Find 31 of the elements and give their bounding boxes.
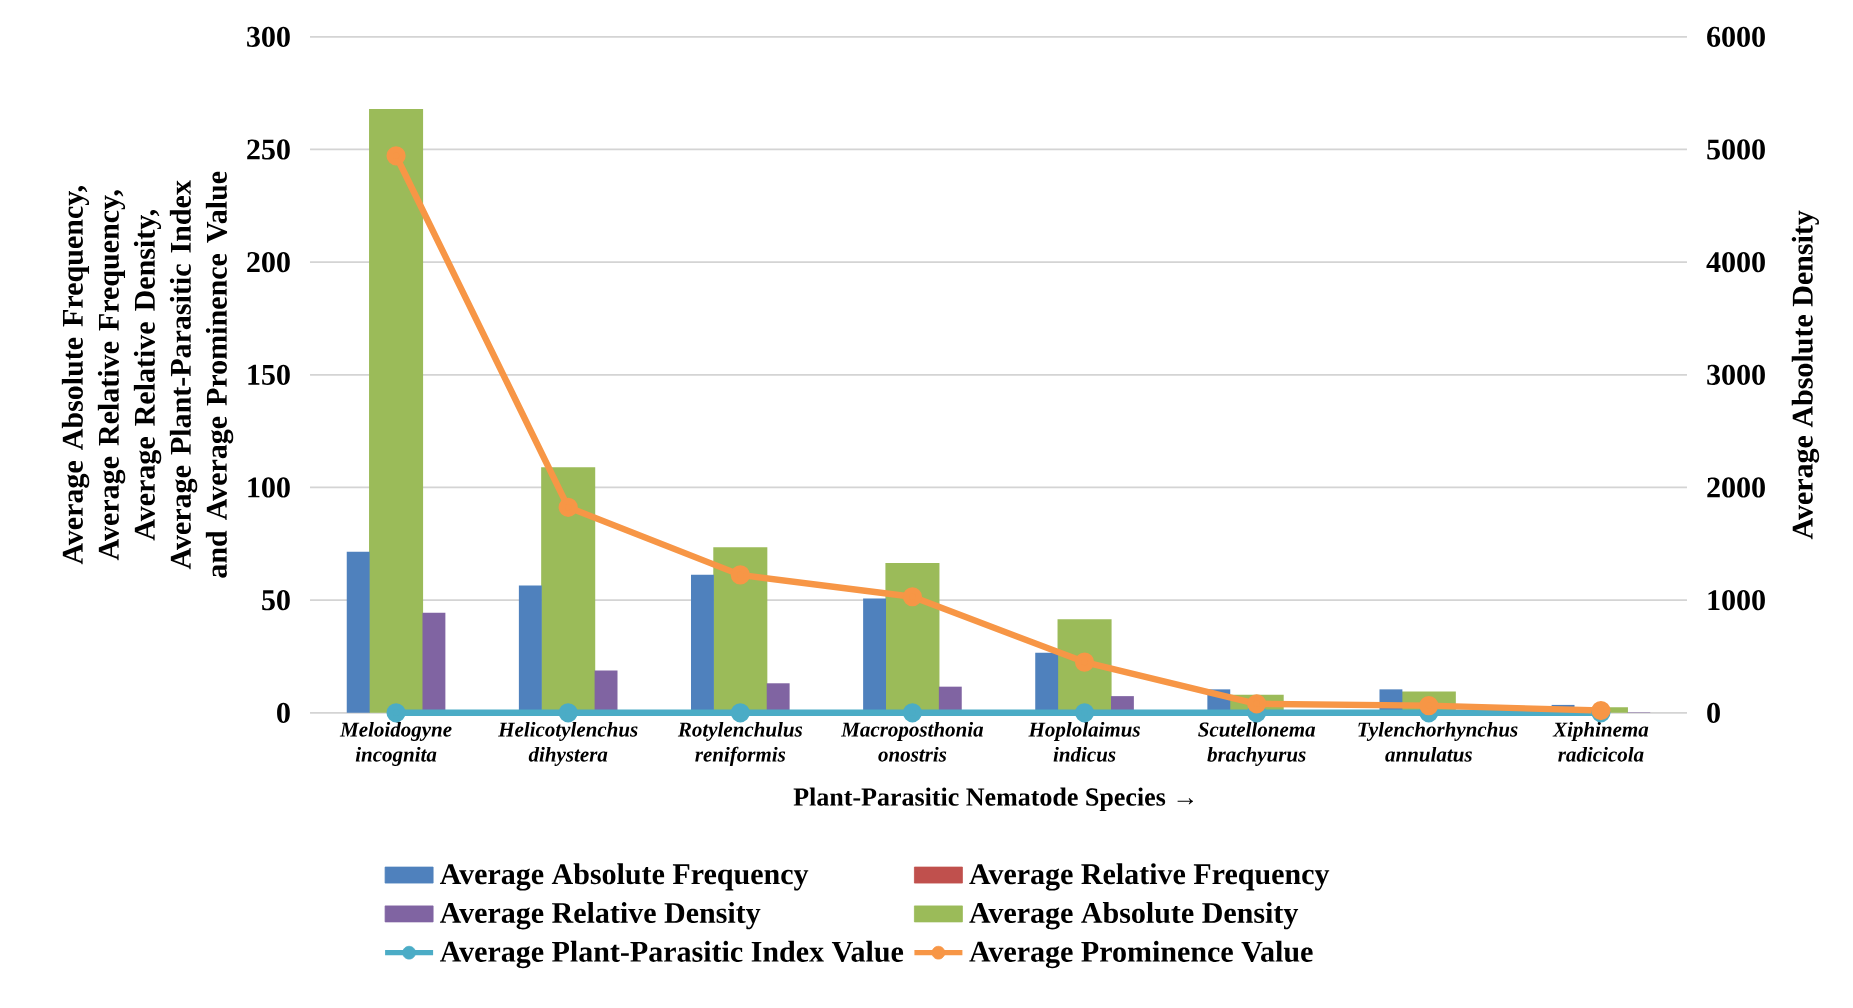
x-axis-title: Plant-Parasitic Nematode Species →: [793, 787, 1194, 812]
legend-label: Average Relative Frequency: [969, 863, 1330, 891]
x-tick-label: Helicotylenchus dihystera: [498, 721, 638, 766]
x-tick-label: Xiphinema radicicola: [1552, 721, 1649, 762]
y-tick-label: 100: [248, 477, 290, 498]
y-tick-label: 0: [277, 702, 290, 723]
y2-tick-label: 3000: [1707, 364, 1765, 385]
y-tick-label: 300: [247, 26, 290, 47]
x-tick-label: Rotylenchulus reniformis: [677, 721, 803, 766]
legend-label: Average Absolute Frequency: [439, 863, 809, 891]
y-tick-label: 50: [262, 590, 290, 611]
legend-label: Average Relative Density: [439, 902, 761, 930]
y2-tick-label: 0: [1707, 702, 1720, 723]
y2-axis-title: Average Absolute Density: [1791, 210, 1820, 540]
y2-tick-label: 4000: [1706, 252, 1765, 273]
y2-tick-label: 1000: [1708, 590, 1765, 611]
y2-tick-label: 2000: [1707, 477, 1765, 498]
x-tick-label: Macroposthonia onostris: [840, 721, 984, 762]
y2-tick-label: 5000: [1707, 139, 1765, 160]
x-tick-label: Meloidogyne incognita: [339, 721, 452, 766]
y2-tick-label: 6000: [1707, 26, 1765, 47]
x-tick-label: Hoplolaimus indicus: [1028, 721, 1140, 762]
y-axis-title: Average Absolute Frequency, Average Relative Frequency, Average Relative Density, Average Plant-Parasitic Index and Average Prominence Value: [61, 171, 234, 578]
legend-label: Average Prominence Value: [969, 940, 1313, 969]
x-tick-label: Tylenchorhynchus annulatus: [1358, 721, 1518, 762]
legend-label: Average Plant-Parasitic Index Value: [439, 940, 904, 969]
y-tick-label: 150: [248, 364, 290, 385]
y-tick-label: 250: [247, 139, 290, 160]
x-tick-label: Scutellonema brachyurus: [1198, 721, 1316, 766]
y-tick-label: 200: [247, 252, 290, 273]
legend-label: Average Absolute Density: [969, 902, 1299, 930]
